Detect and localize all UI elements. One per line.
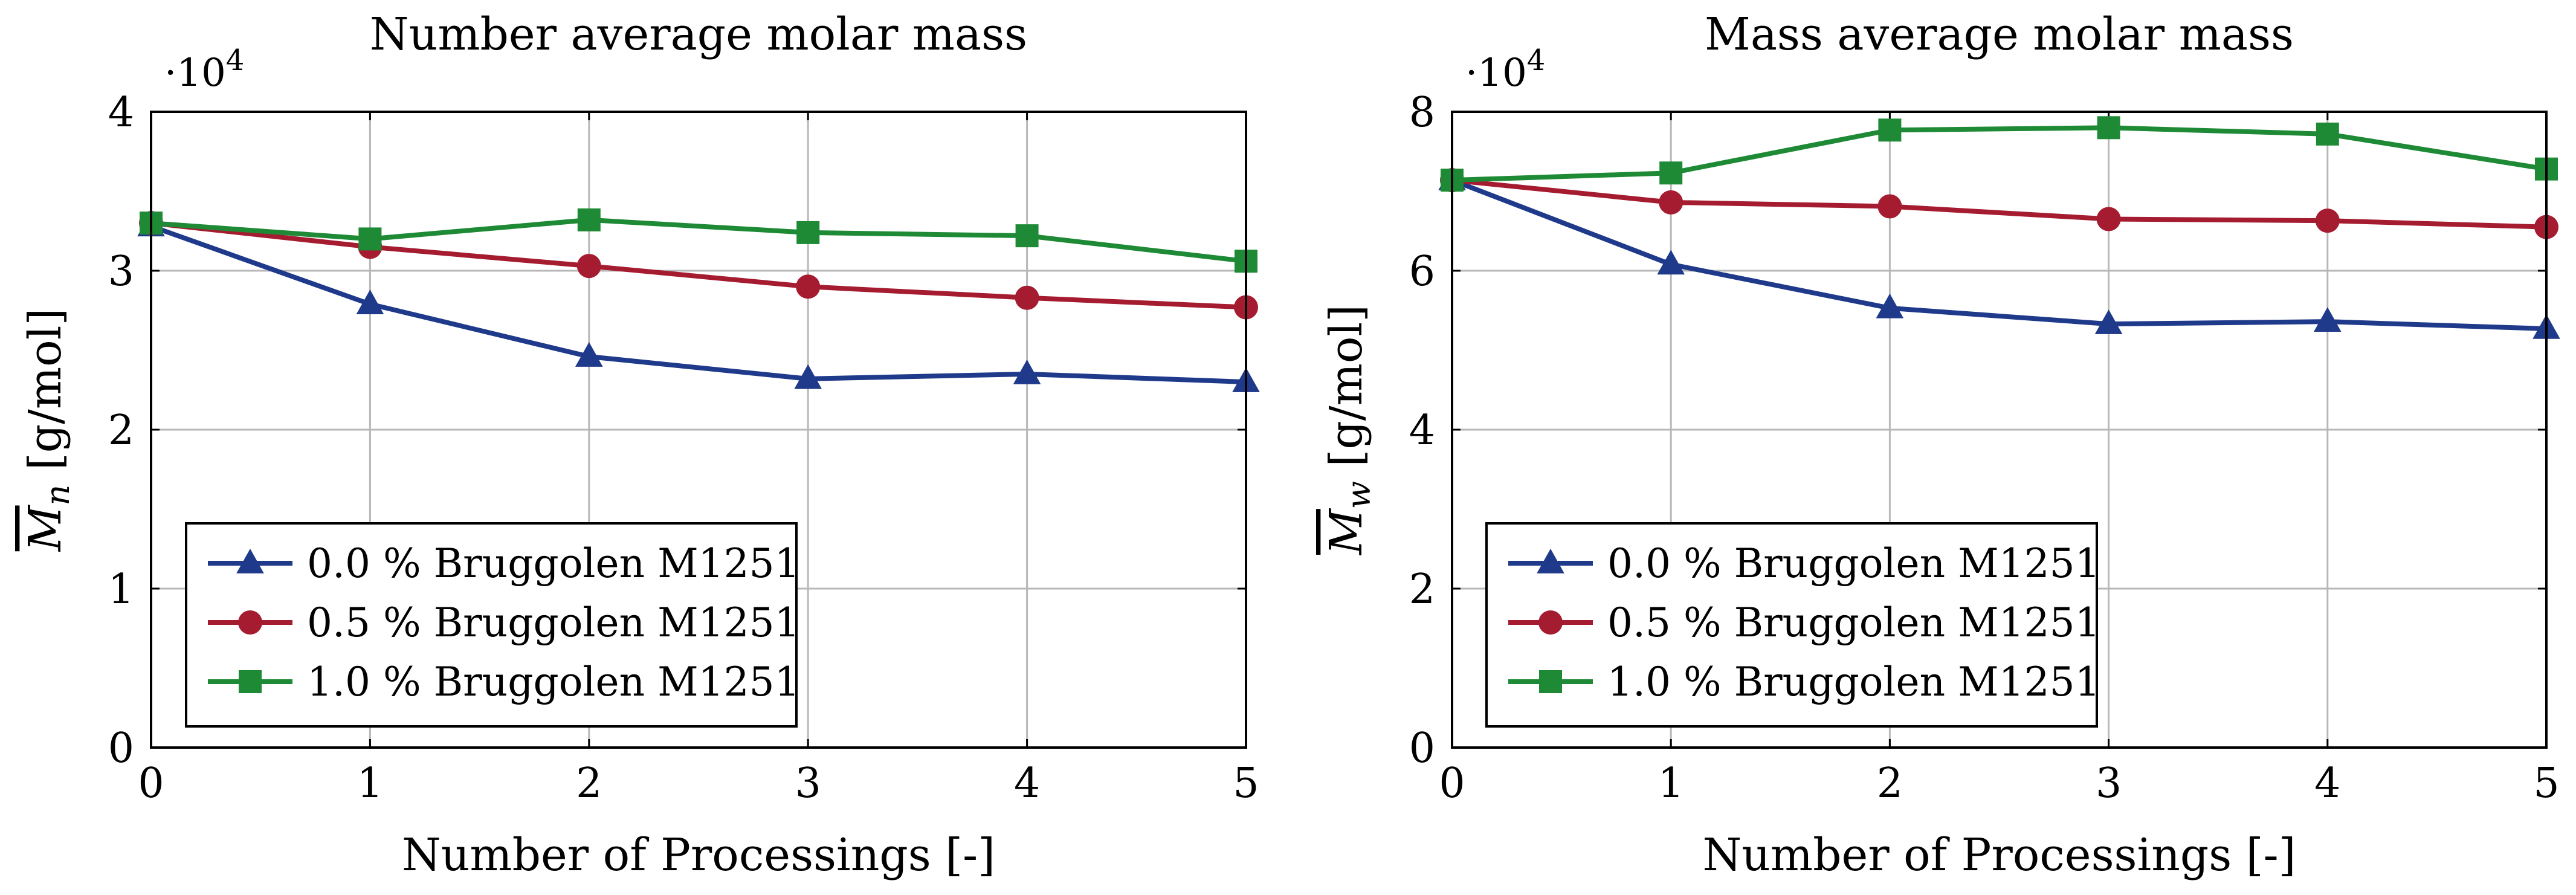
data-point-square	[1878, 118, 1902, 142]
x-tick-label: 1	[357, 760, 383, 807]
chart-2: Mass average molar mass 0 1 2 3 4 5 0 2 4 6 8 ·104 Nu…	[1320, 8, 2560, 881]
data-point-triangle	[1657, 250, 1685, 275]
chart-title: Number average molar mass	[370, 8, 1027, 60]
series-line-2	[150, 221, 1247, 310]
y-tick-label: 4	[108, 89, 134, 137]
series-line-2	[1451, 178, 2547, 230]
legend: 0.0 % Bruggolen M1251 0.5 % Bruggolen M12…	[1485, 522, 2100, 728]
x-tick-label: 4	[1014, 760, 1040, 807]
data-point-triangle	[575, 342, 603, 367]
plot-frame	[1451, 111, 2548, 749]
legend-marker-square	[239, 670, 262, 693]
x-tick-label: 1	[1658, 760, 1684, 807]
legend-label: 0.0 % Bruggolen M1251	[1607, 540, 2100, 587]
data-point-circle	[2096, 207, 2121, 231]
legend-marker-circle	[1538, 610, 1563, 635]
data-point-square	[1015, 224, 1039, 248]
x-tick-label: 5	[2533, 760, 2559, 807]
data-point-square	[2316, 122, 2339, 146]
data-point-triangle	[356, 289, 384, 315]
series-line-3	[150, 217, 1247, 264]
series-line-1	[150, 224, 1247, 385]
x-tick-label: 5	[1233, 760, 1259, 807]
y-tick-label: 0	[1409, 725, 1435, 772]
data-point-triangle	[1876, 293, 1904, 318]
legend-marker-triangle	[1537, 549, 1564, 574]
y-axis-label: Mw [g/mol]	[1320, 305, 1378, 556]
x-axis-label: Number of Processings [-]	[402, 829, 995, 881]
data-point-square	[577, 208, 601, 231]
data-point-circle	[796, 274, 821, 299]
x-tick-label: 4	[2314, 760, 2340, 807]
x-tick-label: 0	[138, 760, 164, 807]
y-tick-label: 2	[108, 407, 134, 454]
data-point-circle	[2315, 208, 2340, 233]
data-point-circle	[1015, 285, 1039, 310]
data-point-triangle	[1013, 359, 1041, 384]
data-point-square	[796, 221, 820, 244]
data-point-circle	[1877, 194, 1902, 219]
x-tick-label: 3	[2096, 760, 2122, 807]
data-point-triangle	[2094, 309, 2123, 334]
y-tick-label: 8	[1409, 89, 1435, 137]
y-exponent-label: ·104	[1465, 44, 1545, 95]
data-point-circle	[576, 254, 601, 279]
plot-frame	[150, 111, 1247, 749]
y-exponent-label: ·104	[164, 44, 244, 95]
y-tick-label: 1	[108, 566, 134, 613]
legend: 0.0 % Bruggolen M1251 0.5 % Bruggolen M12…	[185, 522, 800, 728]
y-tick-label: 4	[1409, 407, 1435, 454]
x-tick-label: 3	[795, 760, 821, 807]
legend-label: 1.0 % Bruggolen M1251	[307, 659, 800, 705]
x-tick-label: 2	[576, 760, 602, 807]
legend-marker-square	[1539, 670, 1562, 693]
y-axis-label: Mn [g/mol]	[19, 308, 77, 553]
data-point-square	[1659, 161, 1683, 185]
data-point-circle	[1659, 190, 1683, 215]
chart-1: Number average molar mass 0 1 2 3 4 5 0 1 2 3 4 ·104…	[19, 8, 1260, 881]
x-axis-label: Number of Processings [-]	[1703, 829, 2296, 881]
legend-label: 0.5 % Bruggolen M1251	[307, 599, 800, 646]
chart-title: Mass average molar mass	[1705, 8, 2294, 60]
legend-label: 0.0 % Bruggolen M1251	[307, 540, 800, 587]
data-point-triangle	[794, 364, 822, 389]
series-line-3	[1451, 125, 2547, 183]
x-tick-label: 2	[1877, 760, 1903, 807]
y-tick-label: 2	[1409, 566, 1435, 613]
legend-label: 1.0 % Bruggolen M1251	[1607, 659, 2100, 705]
data-point-square	[358, 227, 382, 251]
y-tick-label: 6	[1409, 248, 1435, 296]
data-point-triangle	[2314, 307, 2342, 332]
legend-label: 0.5 % Bruggolen M1251	[1607, 599, 2100, 646]
legend-marker-circle	[238, 610, 262, 635]
y-tick-label: 0	[108, 725, 134, 772]
x-tick-label: 0	[1439, 760, 1465, 807]
series-line-1	[1451, 178, 2547, 331]
data-point-square	[2097, 116, 2120, 140]
legend-marker-triangle	[236, 549, 264, 574]
y-tick-label: 3	[108, 248, 134, 296]
